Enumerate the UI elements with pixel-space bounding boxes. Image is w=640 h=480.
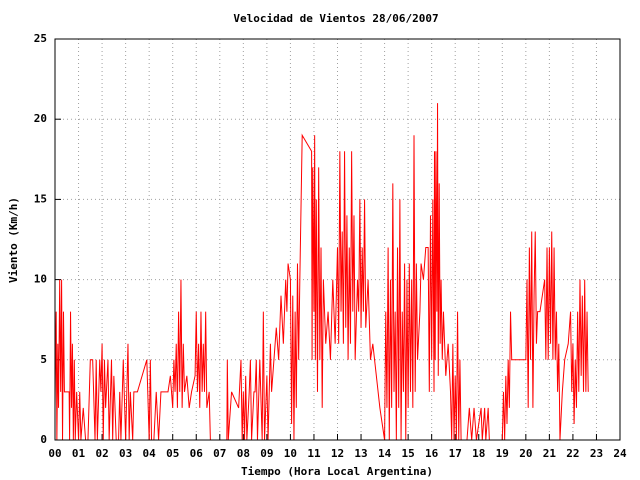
x-tick-label: 09 [260, 447, 273, 460]
y-tick-label: 5 [40, 353, 47, 366]
chart-title: Velocidad de Vientos 28/06/2007 [233, 12, 438, 25]
x-tick-label: 06 [190, 447, 204, 460]
x-tick-label: 14 [378, 447, 392, 460]
y-tick-label: 10 [34, 273, 47, 286]
x-tick-label: 12 [331, 447, 344, 460]
x-tick-label: 01 [72, 447, 86, 460]
x-tick-label: 22 [566, 447, 579, 460]
x-tick-label: 04 [143, 447, 157, 460]
plot-border [54, 38, 621, 441]
x-tick-label: 11 [307, 447, 321, 460]
x-tick-label: 10 [284, 447, 297, 460]
y-axis-label: Viento (Km/h) [7, 197, 20, 283]
x-tick-label: 02 [95, 447, 108, 460]
x-tick-label: 17 [449, 447, 462, 460]
wind-line [54, 103, 589, 441]
y-tick-label: 25 [34, 32, 47, 45]
x-tick-label: 16 [425, 447, 439, 460]
y-tick-label: 0 [40, 433, 47, 446]
x-tick-label: 03 [119, 447, 132, 460]
x-tick-label: 13 [354, 447, 367, 460]
y-tick-label: 20 [34, 112, 47, 125]
x-tick-label: 24 [613, 447, 627, 460]
x-tick-label: 08 [237, 447, 250, 460]
x-tick-label: 19 [496, 447, 509, 460]
x-tick-label: 21 [543, 447, 557, 460]
x-tick-label: 00 [48, 447, 61, 460]
x-tick-label: 18 [472, 447, 485, 460]
x-tick-label: 20 [519, 447, 532, 460]
x-tick-label: 23 [590, 447, 603, 460]
x-tick-label: 07 [213, 447, 226, 460]
x-axis-label: Tiempo (Hora Local Argentina) [241, 465, 433, 478]
y-tick-label: 15 [34, 192, 47, 205]
x-tick-label: 15 [402, 447, 415, 460]
x-tick-label: 05 [166, 447, 179, 460]
